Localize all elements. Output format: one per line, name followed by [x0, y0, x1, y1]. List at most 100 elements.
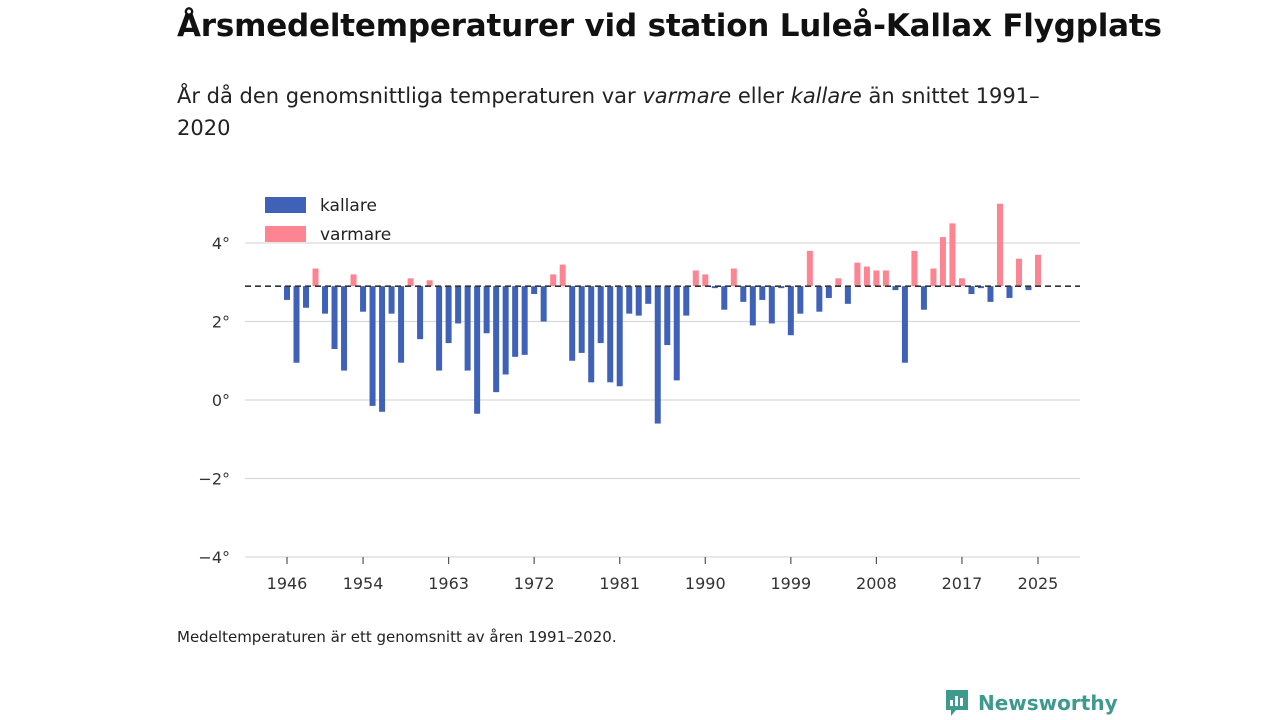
bar-1988 — [683, 286, 690, 316]
bar-1957 — [388, 286, 395, 314]
legend-swatch-kallare — [265, 197, 306, 213]
bar-1976 — [569, 286, 576, 361]
bar-2011 — [901, 286, 908, 363]
bar-1956 — [379, 286, 386, 412]
bar-1967 — [483, 286, 490, 334]
bar-1999 — [787, 286, 794, 336]
subtitle-part2: eller — [731, 84, 791, 108]
y-tick-label: 0° — [212, 391, 230, 410]
bar-1955 — [369, 286, 376, 406]
bar-1968 — [493, 286, 500, 393]
footnote: Medeltemperaturen är ett genomsnitt av å… — [177, 628, 617, 646]
bar-1960 — [417, 286, 424, 340]
bar-1990 — [702, 274, 709, 287]
chart-subtitle: År då den genomsnittliga temperaturen va… — [177, 80, 1057, 144]
x-tick-label: 1946 — [267, 574, 308, 593]
bar-2009 — [882, 270, 889, 287]
x-tick-label: 2008 — [856, 574, 897, 593]
bar-1972 — [531, 286, 538, 295]
bar-1987 — [673, 286, 680, 381]
bar-1966 — [474, 286, 481, 414]
bar-1953 — [350, 274, 357, 287]
bar-1978 — [588, 286, 595, 383]
bar-2010 — [892, 286, 899, 291]
bar-1992 — [721, 286, 728, 310]
bar-1973 — [540, 286, 547, 322]
bar-1975 — [559, 264, 566, 287]
subtitle-warmer: varmare — [642, 84, 732, 108]
bar-1964 — [455, 286, 462, 324]
bar-1984 — [645, 286, 652, 304]
newsworthy-logo-icon — [946, 690, 968, 716]
bar-2018 — [968, 286, 975, 295]
newsworthy-brand[interactable]: Newsworthy — [944, 688, 1118, 718]
bar-1996 — [759, 286, 766, 300]
bar-1946 — [284, 286, 290, 300]
bar-1985 — [654, 286, 661, 424]
bar-1983 — [635, 286, 642, 316]
bar-2001 — [806, 250, 813, 287]
bar-2019 — [977, 286, 984, 289]
bar-1949 — [312, 268, 319, 287]
x-tick-label: 1972 — [514, 574, 555, 593]
legend-swatch-varmare — [265, 226, 306, 242]
y-tick-label: −4° — [198, 548, 230, 567]
bar-1971 — [521, 286, 528, 355]
bar-1995 — [749, 286, 756, 326]
chart-title: Årsmedeltemperaturer vid station Luleå-K… — [177, 8, 1162, 44]
bar-2002 — [816, 286, 823, 312]
x-tick-label: 2025 — [1018, 574, 1059, 593]
bar-2005 — [844, 286, 851, 304]
bar-1989 — [692, 270, 699, 287]
bar-2020 — [987, 286, 994, 302]
bar-1970 — [512, 286, 519, 357]
bar-2024 — [1025, 286, 1032, 291]
bar-2015 — [939, 237, 946, 287]
subtitle-part1: År då den genomsnittliga temperaturen va… — [177, 84, 643, 108]
bar-1959 — [407, 278, 414, 287]
bar-2000 — [797, 286, 804, 314]
bar-1954 — [360, 286, 367, 312]
y-tick-label: −2° — [198, 470, 230, 489]
bar-2012 — [911, 250, 918, 287]
bars — [284, 203, 1041, 424]
bar-1991 — [711, 286, 718, 289]
bar-1997 — [768, 286, 775, 324]
bar-1977 — [578, 286, 585, 353]
bar-2016 — [949, 223, 956, 287]
bar-1980 — [607, 286, 614, 383]
bar-2021 — [996, 203, 1003, 287]
bar-2017 — [958, 278, 965, 287]
bar-2022 — [1006, 286, 1013, 298]
bar-2006 — [854, 262, 861, 287]
bar-1962 — [436, 286, 443, 371]
bar-1951 — [331, 286, 338, 349]
x-tick-label: 2017 — [942, 574, 983, 593]
bar-1986 — [664, 286, 671, 346]
x-tick-label: 1954 — [343, 574, 384, 593]
bar-1979 — [597, 286, 604, 344]
bar-2007 — [863, 266, 870, 287]
bar-1982 — [626, 286, 633, 314]
bar-2014 — [930, 268, 937, 287]
bar-1947 — [293, 286, 300, 363]
bar-1974 — [550, 274, 557, 287]
bar-1981 — [616, 286, 623, 387]
bar-1958 — [398, 286, 405, 363]
bar-2013 — [920, 286, 927, 310]
brand-name: Newsworthy — [978, 691, 1118, 715]
bar-1963 — [445, 286, 452, 344]
y-axis: −4° −2° 0° 2° 4° — [198, 234, 230, 567]
x-tick-label: 1990 — [685, 574, 726, 593]
x-tick-label: 1981 — [599, 574, 640, 593]
legend-label-kallare: kallare — [320, 196, 377, 216]
y-tick-label: 4° — [212, 234, 230, 253]
bar-2008 — [873, 270, 880, 287]
bar-1994 — [740, 286, 747, 302]
x-tick-label: 1963 — [428, 574, 469, 593]
y-tick-label: 2° — [212, 313, 230, 332]
bar-1993 — [730, 268, 737, 287]
subtitle-part3: än snittet 1991–2020 — [177, 84, 1040, 140]
bar-1952 — [341, 286, 348, 371]
x-tick-label: 1999 — [770, 574, 811, 593]
